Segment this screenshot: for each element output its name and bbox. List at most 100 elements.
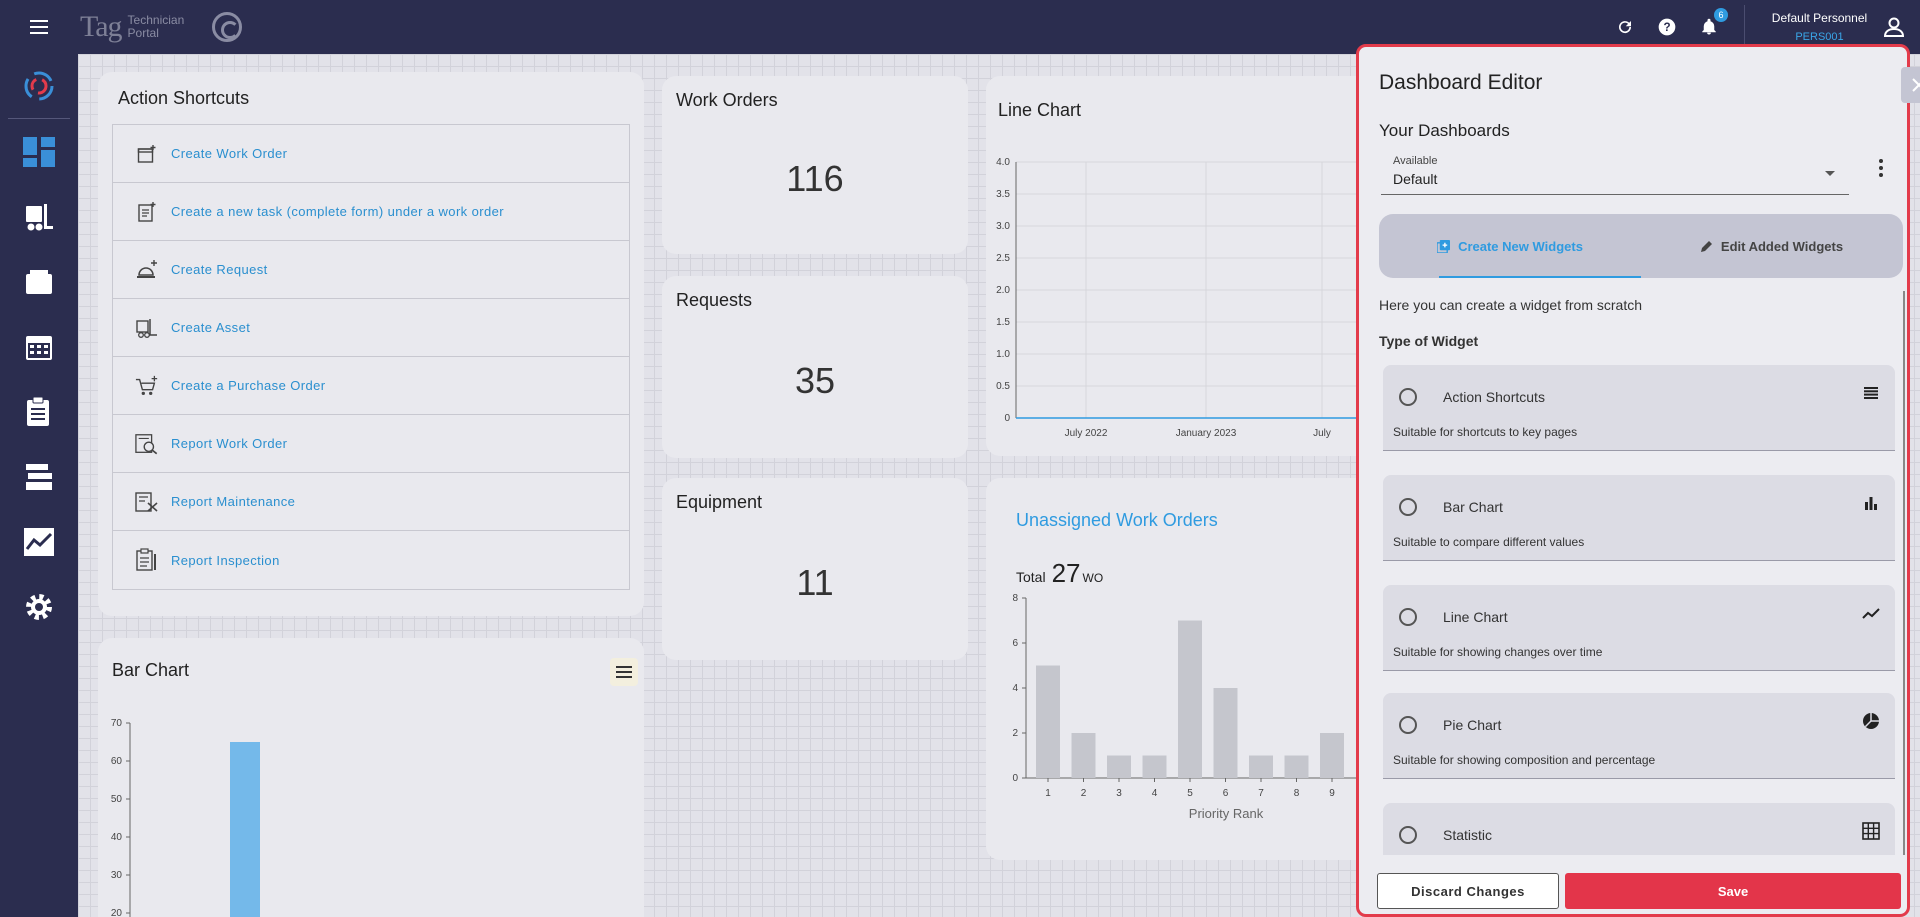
x-tick-label: 1: [1045, 788, 1051, 799]
y-tick-label: 0.5: [996, 381, 1010, 392]
option-name: Line Chart: [1443, 609, 1508, 625]
radio-button[interactable]: [1399, 498, 1417, 516]
sidebar-item-tasks[interactable]: [0, 379, 78, 444]
bar: [1071, 733, 1096, 778]
sidebar-item-dashboard[interactable]: [0, 119, 78, 184]
tab-create-new-widgets[interactable]: Create New Widgets: [1379, 214, 1641, 278]
sidebar-item-analytics[interactable]: [0, 509, 78, 574]
radio-button[interactable]: [1399, 716, 1417, 734]
editor-hint: Here you can create a widget from scratc…: [1379, 297, 1643, 313]
shortcut-create-request[interactable]: Create Request: [113, 241, 629, 299]
shortcut-report-inspection[interactable]: Report Inspection: [113, 531, 629, 589]
y-tick-label: 8: [1012, 593, 1018, 604]
chevron-down-icon: [1825, 171, 1835, 176]
y-tick-label: 1.5: [996, 317, 1010, 328]
requests-count: 35: [794, 360, 836, 401]
radio-button[interactable]: [1399, 826, 1417, 844]
editor-close-button[interactable]: [1901, 67, 1920, 103]
notification-count-badge: 6: [1714, 8, 1728, 22]
widget-option-statistic[interactable]: Statistic: [1383, 803, 1895, 855]
widget-option-bar-chart[interactable]: Bar Chart Suitable to compare different …: [1383, 475, 1895, 561]
widget-option-line-chart[interactable]: Line Chart Suitable for showing changes …: [1383, 585, 1895, 671]
logo-line2: Portal: [127, 26, 159, 40]
tab-edit-added-widgets[interactable]: Edit Added Widgets: [1641, 214, 1903, 278]
user-info[interactable]: Default Personnel PERS001: [1744, 5, 1874, 49]
scrollbar[interactable]: [1903, 291, 1905, 855]
shortcut-create-work-order[interactable]: Create Work Order: [113, 125, 629, 183]
trend-chart-icon: [24, 527, 54, 556]
widget-tabs: Create New Widgets Edit Added Widgets: [1379, 214, 1903, 278]
refresh-icon[interactable]: [1614, 16, 1636, 38]
widget-title: Line Chart: [998, 100, 1082, 120]
more-options-icon[interactable]: [1879, 159, 1883, 177]
bar: [1107, 755, 1131, 778]
logo-mark-icon: [212, 12, 243, 42]
x-tick-label: July: [1313, 428, 1331, 439]
user-name: Default Personnel: [1771, 11, 1868, 25]
line-chart-icon: [1861, 603, 1881, 623]
shortcut-label: Create Asset: [171, 320, 251, 335]
dashboard-select[interactable]: Available Default: [1381, 151, 1849, 195]
radio-button[interactable]: [1399, 608, 1417, 626]
discard-changes-button[interactable]: Discard Changes: [1377, 873, 1559, 909]
shortcut-report-work-order[interactable]: Report Work Order: [113, 415, 629, 473]
pencil-icon: [1700, 241, 1712, 252]
type-of-widget-label: Type of Widget: [1379, 333, 1479, 349]
y-tick-label: 3.0: [996, 221, 1010, 232]
user-avatar-icon[interactable]: [1874, 0, 1914, 54]
sidebar-item-home[interactable]: [0, 54, 78, 118]
clipboard-list-icon: [27, 396, 49, 426]
menu-icon[interactable]: [0, 0, 78, 54]
report-stack-icon: [26, 463, 52, 490]
svg-text:?: ?: [1663, 21, 1670, 34]
user-id: PERS001: [1795, 31, 1844, 43]
bar: [1320, 733, 1344, 778]
radio-button[interactable]: [1399, 388, 1417, 406]
widget-option-action-shortcuts[interactable]: Action Shortcuts Suitable for shortcuts …: [1383, 365, 1895, 451]
top-bar: Tag Technician Portal ? 6 Default Person…: [0, 0, 1920, 54]
notification-bell-icon[interactable]: 6: [1698, 8, 1728, 38]
shortcut-create-task[interactable]: Create a new task (complete form) under …: [113, 183, 629, 241]
total-unit: WO: [1082, 571, 1104, 585]
widget-option-pie-chart[interactable]: Pie Chart Suitable for showing compositi…: [1383, 693, 1895, 779]
shortcut-create-purchase-order[interactable]: Create a Purchase Order: [113, 357, 629, 415]
widget-title[interactable]: Unassigned Work Orders: [1016, 510, 1218, 530]
shortcut-label: Report Work Order: [171, 436, 288, 451]
x-axis-label: Priority Rank: [1189, 806, 1264, 821]
y-tick-label: 50: [111, 794, 123, 805]
bar-chart-widget: Bar Chart 20 30 40 50 60 70: [98, 638, 644, 917]
bar: [1213, 688, 1238, 778]
bar: [1178, 620, 1202, 778]
sidebar-item-assets[interactable]: [0, 184, 78, 249]
sidebar-item-settings[interactable]: [0, 574, 78, 639]
bar: [1142, 755, 1167, 778]
equipment-count: 11: [796, 562, 834, 603]
sidebar-item-reports[interactable]: [0, 444, 78, 509]
x-tick-label: 3: [1116, 788, 1122, 799]
sidebar-item-calendar[interactable]: [0, 314, 78, 379]
option-name: Pie Chart: [1443, 717, 1502, 733]
report-inspection-icon: [135, 548, 159, 572]
bar-chart-icon: [1861, 493, 1881, 513]
chart-menu-button[interactable]: [610, 658, 638, 686]
logo-line1: Technician: [127, 13, 185, 27]
shortcut-list: Create Work Order Create a new task (com…: [112, 124, 630, 590]
help-icon[interactable]: ?: [1656, 16, 1678, 38]
shortcut-label: Create Request: [171, 262, 268, 277]
bar: [1249, 755, 1273, 778]
clipboard-add-icon: [135, 200, 159, 224]
shortcut-create-asset[interactable]: Create Asset: [113, 299, 629, 357]
list-icon: [1861, 383, 1881, 403]
shortcut-label: Create Work Order: [171, 146, 288, 161]
y-tick-label: 20: [111, 908, 123, 917]
x-tick-label: 8: [1294, 788, 1300, 799]
logo-tag: Tag: [80, 10, 123, 43]
y-tick-label: 0: [1004, 413, 1010, 424]
save-button[interactable]: Save: [1565, 873, 1901, 909]
shortcut-report-maintenance[interactable]: Report Maintenance: [113, 473, 629, 531]
sidebar-item-documents[interactable]: [0, 249, 78, 314]
y-tick-label: 70: [111, 718, 123, 729]
your-dashboards-heading: Your Dashboards: [1379, 121, 1510, 140]
action-shortcuts-widget: Action Shortcuts Create Work Order Creat…: [98, 72, 644, 616]
